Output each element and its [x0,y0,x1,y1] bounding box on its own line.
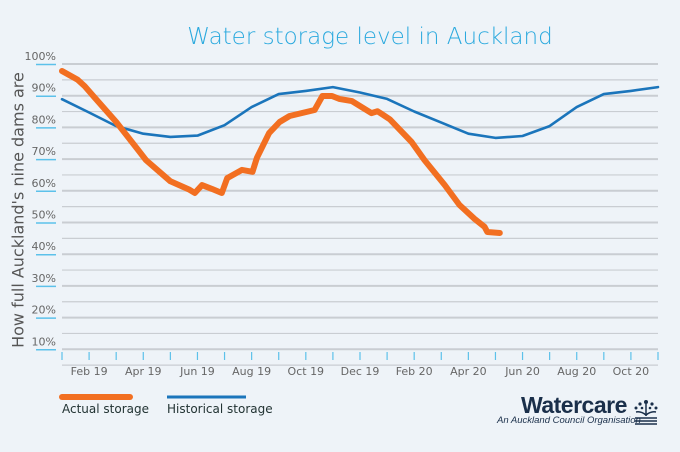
x-tick-label: Apr 19 [125,365,162,378]
x-tick-label: Oct 19 [288,365,325,378]
legend-label-actual: Actual storage [62,402,149,416]
x-tick-label: Aug 19 [232,365,271,378]
series-lines [59,68,660,236]
gridlines [62,63,658,366]
x-tick-label: Dec 19 [341,365,380,378]
x-tick-label: Jun 19 [179,365,215,378]
watercare-tagline: An Auckland Council Organisation [497,415,641,426]
x-tick-label: Apr 20 [450,365,487,378]
x-tick-label: Aug 20 [557,365,596,378]
x-tick-label: Jun 20 [504,365,540,378]
y-tick-label: 10% [32,335,56,348]
y-tick-label: 20% [32,304,56,317]
y-tick-label: 30% [32,272,56,285]
y-axis-ticks: 10% 20% 30% 40% 50% 60% 70% 80% 90% 100% [25,50,56,351]
y-tick-label: 100% [25,50,56,63]
watercare-logo-icon [634,400,658,425]
x-tick-label: Feb 20 [396,365,433,378]
y-tick-label: 60% [32,177,56,190]
series-line-actual-storage [59,68,503,236]
y-tick-label: 40% [32,240,56,253]
y-tick-label: 70% [32,145,56,158]
y-tick-label: 50% [32,209,56,222]
series-line-historical-storage [60,85,660,140]
x-tick-label: Feb 19 [71,365,108,378]
legend-label-historical: Historical storage [167,402,273,416]
y-tick-label: 80% [32,113,56,126]
y-tick-label: 90% [32,82,56,95]
x-axis-ticks: Feb 19 Apr 19 Jun 19 Aug 19 Oct 19 Dec 19 Feb … [61,352,659,378]
x-tick-label: Oct 20 [613,365,650,378]
watercare-logo-text: Watercare [521,392,627,418]
chart-title: Water storage level in Auckland [187,24,553,50]
